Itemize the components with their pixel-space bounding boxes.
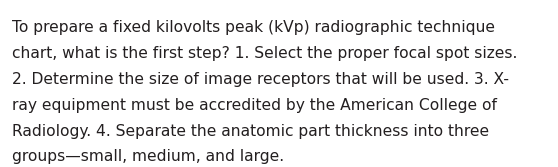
Text: To prepare a fixed kilovolts peak (kVp) radiographic technique: To prepare a fixed kilovolts peak (kVp) …: [12, 20, 496, 35]
Text: ray equipment must be accredited by the American College of: ray equipment must be accredited by the …: [12, 98, 497, 113]
Text: 2. Determine the size of image receptors that will be used. 3. X-: 2. Determine the size of image receptors…: [12, 72, 509, 87]
Text: groups—small, medium, and large.: groups—small, medium, and large.: [12, 149, 285, 164]
Text: chart, what is the first step? 1. Select the proper focal spot sizes.: chart, what is the first step? 1. Select…: [12, 46, 518, 61]
Text: Radiology. 4. Separate the anatomic part thickness into three: Radiology. 4. Separate the anatomic part…: [12, 124, 489, 139]
